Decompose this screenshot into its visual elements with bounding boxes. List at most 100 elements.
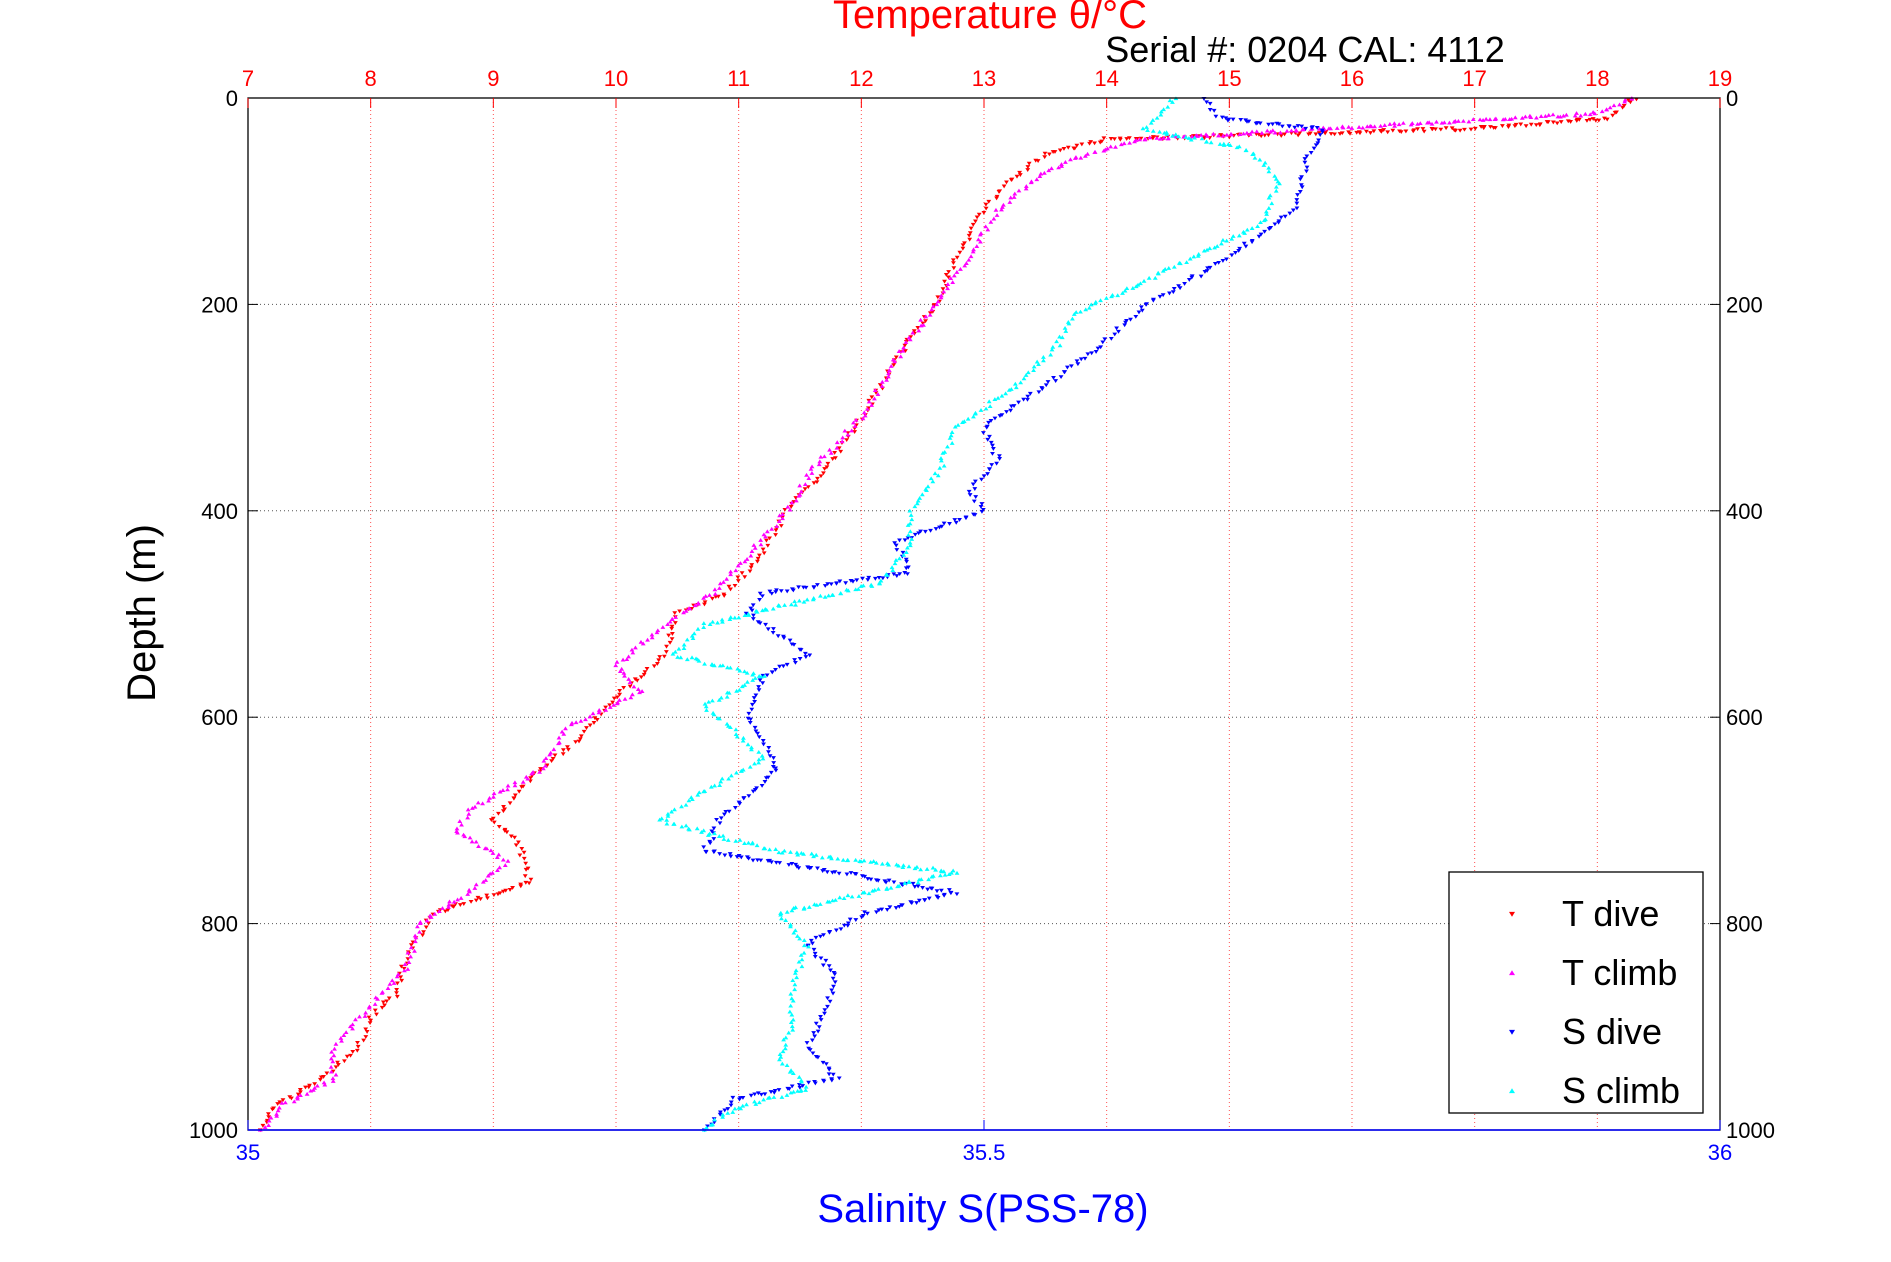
data-point <box>587 723 593 728</box>
data-point <box>893 558 899 562</box>
data-point <box>933 867 939 872</box>
data-point <box>402 962 408 966</box>
data-point <box>866 399 872 404</box>
data-point <box>765 1095 771 1100</box>
data-point <box>817 902 823 906</box>
data-point <box>1278 130 1283 135</box>
data-point <box>757 591 763 596</box>
data-point <box>1224 257 1229 262</box>
data-point <box>994 196 999 201</box>
data-point <box>702 602 707 607</box>
data-point <box>970 249 976 254</box>
data-point <box>905 523 911 527</box>
data-point <box>1364 124 1370 129</box>
data-point <box>490 851 496 855</box>
data-point <box>621 670 627 675</box>
data-point <box>859 915 865 920</box>
data-point <box>869 403 875 407</box>
data-point <box>780 512 785 517</box>
data-point <box>973 219 978 224</box>
data-point <box>1059 162 1064 166</box>
data-point <box>1189 134 1195 139</box>
data-point <box>611 702 617 707</box>
data-point <box>892 541 898 546</box>
data-point <box>779 1095 785 1099</box>
data-point <box>939 458 944 463</box>
data-point <box>451 905 457 909</box>
data-point <box>353 1017 358 1022</box>
data-point <box>872 396 877 401</box>
data-point <box>318 1075 324 1080</box>
data-point <box>1299 175 1304 180</box>
data-point <box>777 861 783 865</box>
data-point <box>763 622 768 627</box>
data-point <box>497 891 503 896</box>
data-point <box>835 856 841 861</box>
data-point <box>709 596 715 601</box>
data-point <box>976 212 982 217</box>
data-point <box>753 729 759 734</box>
data-point <box>1154 135 1160 140</box>
data-point <box>796 866 802 871</box>
data-point <box>901 345 906 350</box>
data-point <box>818 934 823 939</box>
data-point <box>749 841 755 846</box>
data-point <box>1311 146 1317 151</box>
data-point <box>710 619 716 624</box>
data-point <box>925 887 931 892</box>
data-point <box>1218 133 1224 137</box>
data-point <box>1071 312 1077 316</box>
data-point <box>996 190 1002 194</box>
data-point <box>880 576 886 581</box>
data-point <box>1008 178 1014 182</box>
data-point <box>748 553 754 558</box>
data-point <box>1233 251 1238 255</box>
data-point <box>269 1107 275 1112</box>
data-point <box>810 597 816 602</box>
data-point <box>886 371 891 376</box>
data-point <box>949 430 955 434</box>
data-point <box>718 1110 723 1115</box>
data-point <box>934 302 940 307</box>
data-point <box>1184 260 1190 265</box>
data-point <box>379 1005 385 1010</box>
y-tick-label-right: 1000 <box>1726 1118 1775 1143</box>
data-point <box>828 450 834 455</box>
data-point <box>1297 177 1303 182</box>
data-point <box>1229 236 1235 241</box>
data-point <box>735 575 741 580</box>
data-point <box>1069 364 1074 369</box>
data-point <box>891 572 897 577</box>
data-point <box>792 982 798 987</box>
data-point <box>760 756 766 761</box>
data-point <box>847 917 853 922</box>
data-point <box>773 528 779 533</box>
data-point <box>757 621 763 626</box>
data-point <box>912 504 918 509</box>
data-point <box>906 879 912 884</box>
data-point <box>770 764 776 769</box>
data-point <box>667 619 673 624</box>
data-point <box>727 852 733 856</box>
data-point <box>830 991 836 996</box>
data-point <box>638 675 644 680</box>
data-point <box>1451 128 1457 133</box>
data-point <box>823 958 829 963</box>
data-point <box>1477 117 1483 122</box>
data-point <box>1242 230 1248 235</box>
data-point <box>1254 129 1260 134</box>
data-point <box>1165 136 1171 141</box>
data-point <box>917 496 923 500</box>
data-point <box>895 884 901 889</box>
data-point <box>848 578 854 583</box>
data-point <box>541 758 547 763</box>
data-point <box>770 630 776 635</box>
data-point <box>1205 266 1210 271</box>
data-point <box>790 1017 796 1022</box>
data-point <box>1223 116 1229 121</box>
data-point <box>1003 391 1009 396</box>
data-point <box>1161 107 1166 112</box>
data-point <box>1025 165 1031 170</box>
data-point <box>432 911 438 916</box>
data-point <box>978 407 984 412</box>
